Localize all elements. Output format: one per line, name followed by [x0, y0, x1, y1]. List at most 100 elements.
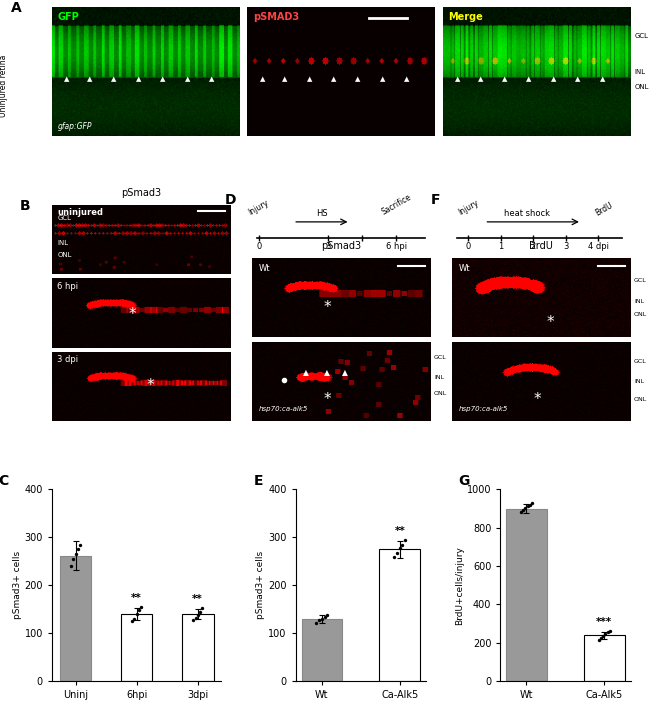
- Text: BrdU: BrdU: [594, 201, 615, 218]
- Text: ▲: ▲: [575, 77, 580, 82]
- Text: 3: 3: [563, 242, 568, 252]
- Text: C: C: [0, 474, 8, 488]
- Text: hsp70:ca-alk5: hsp70:ca-alk5: [459, 406, 508, 412]
- Text: Merge: Merge: [448, 12, 483, 22]
- Text: Wt: Wt: [259, 264, 270, 273]
- Text: ▲: ▲: [282, 77, 287, 82]
- Text: ONL: ONL: [634, 397, 647, 402]
- Text: ▲: ▲: [111, 77, 116, 82]
- Text: ▲: ▲: [455, 77, 460, 82]
- Text: ▲: ▲: [404, 77, 410, 82]
- Point: [322, 609, 333, 621]
- Point: [392, 547, 402, 559]
- Text: ***: ***: [596, 617, 612, 627]
- Point: [66, 561, 77, 572]
- Text: uninjured: uninjured: [57, 208, 103, 217]
- Bar: [506, 508, 547, 681]
- Text: ONL: ONL: [634, 85, 649, 90]
- Text: GFP: GFP: [58, 12, 79, 22]
- Point: [319, 611, 330, 622]
- Text: ▲: ▲: [331, 77, 337, 82]
- Text: ▲: ▲: [303, 368, 309, 376]
- Text: 4 dpi: 4 dpi: [588, 242, 608, 252]
- Point: [129, 613, 140, 625]
- Text: G: G: [459, 474, 470, 488]
- Point: [593, 634, 604, 645]
- Point: [603, 627, 613, 638]
- Text: ▲: ▲: [87, 77, 92, 82]
- Text: ▲: ▲: [526, 77, 532, 82]
- Text: pSmad3: pSmad3: [321, 242, 361, 252]
- Text: ▲: ▲: [185, 77, 190, 82]
- Text: **: **: [131, 594, 142, 604]
- Text: ▲: ▲: [324, 368, 330, 376]
- Text: Wt: Wt: [459, 264, 471, 273]
- Bar: [380, 549, 420, 681]
- Text: GCL: GCL: [634, 359, 647, 364]
- Text: 1: 1: [498, 242, 503, 252]
- Point: [523, 500, 533, 511]
- Text: ONL: ONL: [634, 313, 647, 318]
- Bar: [121, 614, 153, 681]
- Point: [598, 630, 608, 642]
- Point: [73, 543, 83, 555]
- Point: [194, 606, 205, 617]
- Text: INL: INL: [434, 375, 444, 380]
- Text: ONL: ONL: [434, 391, 447, 396]
- Text: ▲: ▲: [209, 77, 214, 82]
- Text: ▲: ▲: [356, 77, 361, 82]
- Point: [516, 507, 526, 518]
- Text: **: **: [192, 594, 203, 604]
- Text: ▲: ▲: [478, 77, 483, 82]
- Text: 2: 2: [530, 242, 536, 252]
- Text: GCL: GCL: [434, 356, 447, 361]
- Text: ▲: ▲: [551, 77, 556, 82]
- Point: [596, 632, 606, 644]
- Text: hsp70:ca-alk5: hsp70:ca-alk5: [259, 406, 309, 412]
- Point: [197, 602, 207, 614]
- Y-axis label: BrdU+cells/injury: BrdU+cells/injury: [455, 546, 464, 625]
- Text: HS: HS: [316, 209, 328, 218]
- Text: 3 dpi: 3 dpi: [57, 356, 79, 364]
- Text: INL: INL: [634, 379, 644, 384]
- Point: [604, 625, 615, 637]
- Text: *: *: [323, 300, 331, 315]
- Point: [68, 554, 79, 565]
- Text: *: *: [534, 391, 541, 407]
- Point: [190, 612, 201, 624]
- Text: *: *: [146, 378, 154, 393]
- Text: ▲: ▲: [64, 77, 70, 82]
- Text: B: B: [20, 199, 31, 213]
- Text: GCL: GCL: [57, 215, 72, 222]
- Point: [131, 608, 142, 619]
- Text: pSMAD3: pSMAD3: [253, 12, 299, 22]
- Text: 6 hpi: 6 hpi: [57, 282, 79, 290]
- Text: ▲: ▲: [160, 77, 166, 82]
- Text: ▲: ▲: [307, 77, 312, 82]
- Bar: [584, 635, 625, 681]
- Point: [397, 538, 408, 550]
- Point: [520, 502, 530, 513]
- Text: INL: INL: [634, 69, 645, 75]
- Point: [525, 499, 535, 511]
- Point: [389, 551, 400, 562]
- Text: ONL: ONL: [57, 252, 72, 257]
- Point: [136, 601, 146, 612]
- Point: [526, 497, 537, 508]
- Point: [600, 628, 610, 640]
- Text: Injury: Injury: [456, 198, 480, 217]
- Text: pSmad3: pSmad3: [121, 188, 161, 198]
- Point: [188, 614, 199, 625]
- Point: [192, 609, 203, 621]
- Point: [70, 549, 81, 560]
- Text: ▲: ▲: [260, 77, 265, 82]
- Text: Injury: Injury: [247, 198, 270, 217]
- Text: BrdU: BrdU: [529, 242, 553, 252]
- Point: [317, 613, 327, 625]
- Text: heat shock: heat shock: [504, 209, 550, 218]
- Text: INL: INL: [634, 299, 644, 304]
- Text: gfap:GFP: gfap:GFP: [58, 122, 92, 131]
- Text: D: D: [225, 194, 237, 207]
- Text: Sacrifice: Sacrifice: [380, 192, 413, 217]
- Point: [314, 614, 324, 625]
